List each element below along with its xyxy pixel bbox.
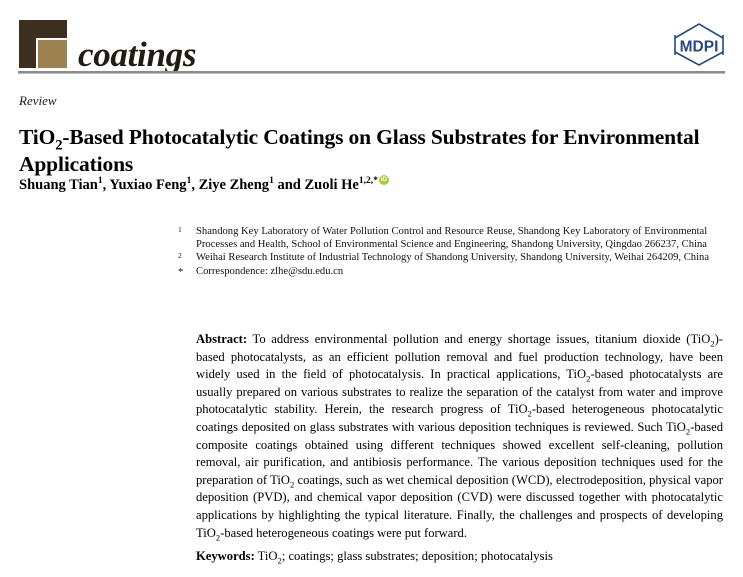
abstract-block: Abstract: To address environmental pollu… [196, 331, 723, 542]
affiliation-text: Weihai Research Institute of Industrial … [196, 252, 710, 264]
correspondence-text[interactable]: Correspondence: zlhe@sdu.edu.cn [196, 265, 344, 277]
abstract-text-7: -based heterogeneous coatings were put f… [220, 525, 468, 540]
abstract-sub-5: 2 [289, 479, 295, 490]
title-part-3: Environmental Applications [19, 125, 700, 177]
abstract-sub-6: 2 [215, 532, 221, 543]
author-affil-marker-2: 1 [186, 176, 192, 187]
mdpi-logo-text: MDPI [680, 39, 719, 56]
abstract-text-3: -based photocatalysts are usually prepar… [196, 367, 724, 417]
author-name-1[interactable]: Shuang Tian [19, 177, 98, 193]
author-affil-marker-1: 1 [97, 176, 103, 187]
correspondence-marker: * [178, 266, 184, 278]
author-name-3[interactable]: Ziye Zheng [198, 177, 270, 193]
article-type-label: Review [19, 93, 57, 108]
journal-title: coatings [78, 35, 197, 74]
page-header: coatings MDPI [0, 0, 743, 80]
keywords-text-pre: TiO [254, 549, 278, 563]
keywords-subscript: 2 [277, 555, 282, 566]
coatings-logo-mark-icon [19, 20, 67, 68]
affiliation-row: 1 Shandong Key Laboratory of Water Pollu… [178, 225, 723, 251]
affiliation-row: 2 Weihai Research Institute of Industria… [178, 251, 723, 264]
title-part-2: -Based Photocatalytic Coatings on Glass … [62, 125, 558, 150]
keywords-text-post: ; coatings; glass substrates; deposition… [281, 549, 553, 563]
abstract-sub-2: 2 [586, 373, 591, 384]
author-affil-marker-3: 1 [269, 176, 274, 187]
affiliations-block: 1 Shandong Key Laboratory of Water Pollu… [178, 225, 723, 278]
correspondence-row: * Correspondence: zlhe@sdu.edu.cn [178, 265, 723, 278]
title-part-1: TiO [19, 125, 56, 150]
journal-logo[interactable]: coatings [19, 20, 196, 72]
abstract-sub-3: 2 [527, 408, 532, 419]
abstract-sub-4: 2 [685, 426, 691, 437]
abstract-text-2: )-based photocatalysts, as an efficient … [196, 332, 723, 382]
keywords-label: Keywords: [196, 549, 255, 563]
header-divider [18, 71, 725, 74]
author-separator-3: and [273, 177, 305, 193]
author-name-4[interactable]: Zuoli He [304, 177, 359, 193]
logo-inner-square [36, 38, 67, 68]
author-separator-2: , [191, 177, 199, 193]
affiliation-text: Shandong Key Laboratory of Water Polluti… [196, 226, 708, 251]
orcid-icon[interactable] [378, 175, 389, 185]
affiliation-marker: 2 [178, 251, 182, 261]
keywords-block: Keywords: TiO2; coatings; glass substrat… [196, 548, 723, 566]
abstract-sub-1: 2 [710, 338, 715, 349]
mdpi-logo-icon[interactable]: MDPI [672, 22, 726, 67]
abstract-label: Abstract: [196, 332, 248, 346]
abstract-text-6: coatings, such as wet chemical depositio… [196, 472, 723, 540]
author-separator-1: , [102, 177, 110, 193]
author-affil-marker-4: 1,2,* [358, 176, 378, 187]
abstract-text-4: -based heterogeneous photocatalytic coat… [196, 402, 723, 434]
author-name-2[interactable]: Yuxiao Feng [109, 177, 187, 193]
author-list: Shuang Tian1, Yuxiao Feng1, Ziye Zheng1 … [19, 175, 719, 194]
affiliation-marker: 1 [178, 225, 182, 234]
abstract-text-1: To address environmental pollution and e… [247, 332, 711, 346]
page-title: TiO2-Based Photocatalytic Coatings on Gl… [19, 124, 719, 178]
title-subscript: 2 [55, 137, 63, 154]
abstract-text-5: -based composite coatings obtained using… [196, 419, 723, 487]
